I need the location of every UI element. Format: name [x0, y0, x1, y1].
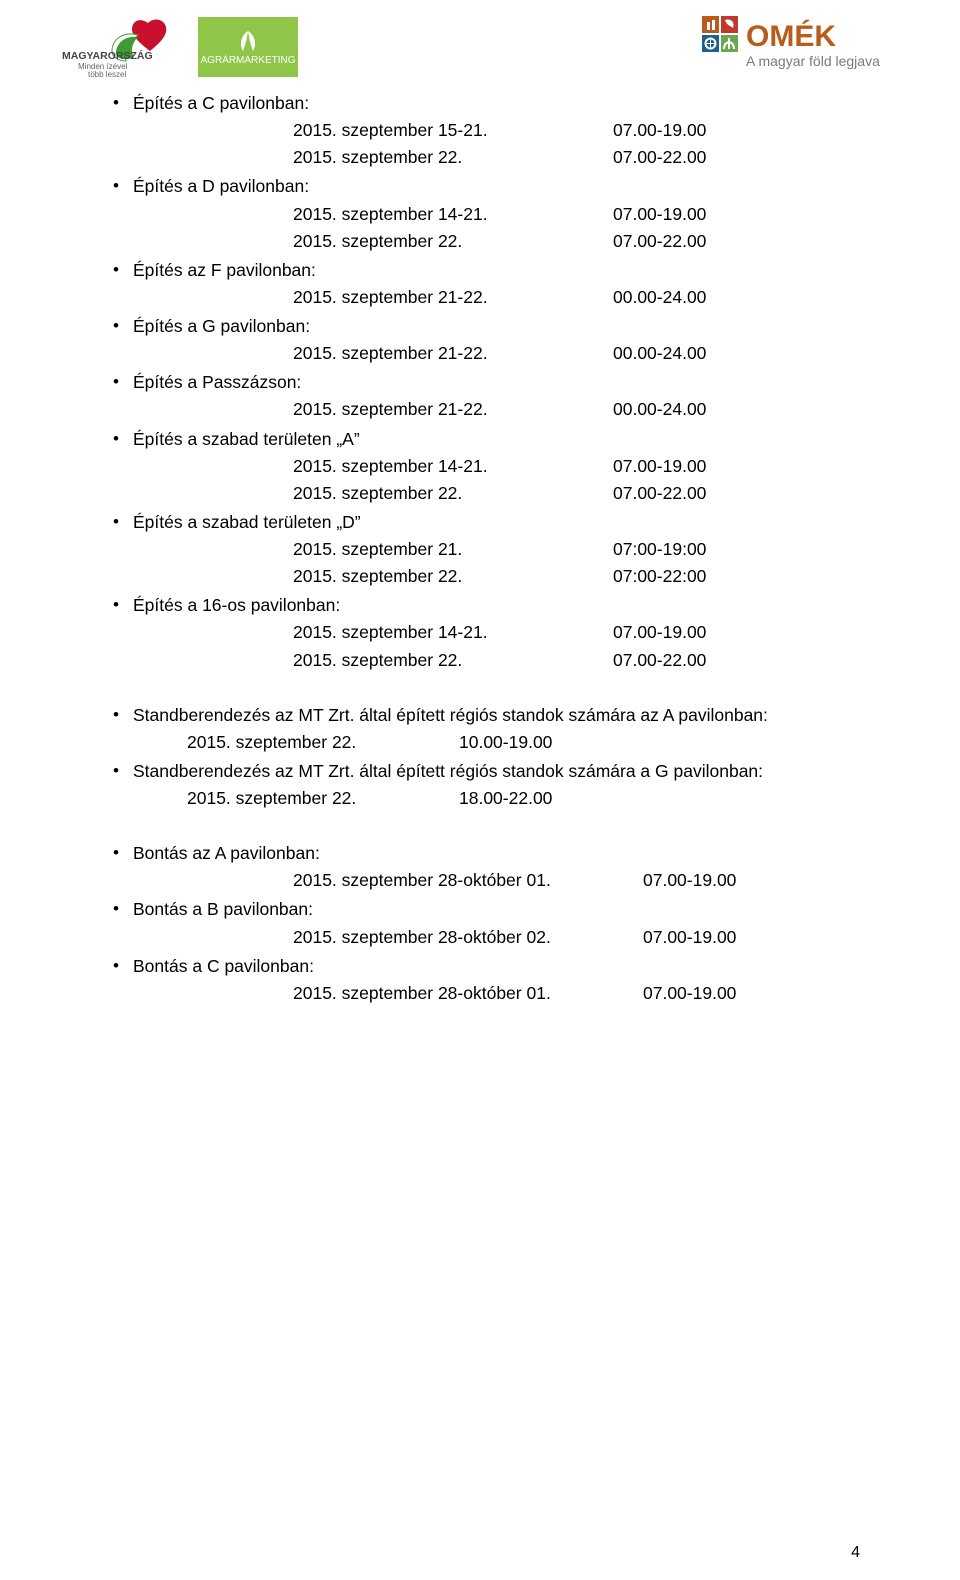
- schedule-date: 2015. szeptember 14-21.: [293, 453, 613, 480]
- schedule-date: 2015. szeptember 28-október 01.: [293, 867, 643, 894]
- schedule-row: 2015. szeptember 22.07:00-22:00: [133, 563, 860, 590]
- schedule-row: 2015. szeptember 22.10.00-19.00: [133, 729, 860, 756]
- schedule-date: 2015. szeptember 22.: [293, 563, 613, 590]
- schedule-row: 2015. szeptember 22.07.00-22.00: [133, 480, 860, 507]
- list-item: Építés a Passzázson:2015. szeptember 21-…: [105, 369, 860, 423]
- item-label: Építés a D pavilonban:: [133, 173, 860, 200]
- schedule-time: 00.00-24.00: [613, 396, 706, 423]
- schedule-time: 07:00-19:00: [613, 536, 706, 563]
- hu-text-bot: több leszel: [88, 70, 126, 77]
- list-item: Építés a szabad területen „D”2015. szept…: [105, 509, 860, 590]
- item-label: Építés az F pavilonban:: [133, 257, 860, 284]
- omek-name: OMÉK: [746, 19, 836, 53]
- schedule-time: 07.00-19.00: [613, 619, 706, 646]
- item-label: Építés a szabad területen „A”: [133, 426, 860, 453]
- list-item: Bontás az A pavilonban:2015. szeptember …: [105, 840, 860, 894]
- schedule-row: 2015. szeptember 14-21.07.00-19.00: [133, 453, 860, 480]
- schedule-date: 2015. szeptember 22.: [293, 144, 613, 171]
- item-label: Építés a 16-os pavilonban:: [133, 592, 860, 619]
- schedule-row: 2015. szeptember 21-22.00.00-24.00: [133, 340, 860, 367]
- schedule-time: 07.00-19.00: [613, 453, 706, 480]
- hungary-logo: MAGYARORSZÁG Minden ízével több leszel: [60, 17, 190, 77]
- schedule-date: 2015. szeptember 21-22.: [293, 396, 613, 423]
- list-item: Építés a G pavilonban:2015. szeptember 2…: [105, 313, 860, 367]
- list-item: Standberendezés az MT Zrt. által épített…: [105, 702, 860, 756]
- hu-text-top: MAGYARORSZÁG: [62, 49, 153, 62]
- schedule-row: 2015. szeptember 21.07:00-19:00: [133, 536, 860, 563]
- item-label: Bontás a B pavilonban:: [133, 896, 860, 923]
- schedule-date: 2015. szeptember 21-22.: [293, 340, 613, 367]
- schedule-time: 07:00-22:00: [613, 563, 706, 590]
- schedule-time: 00.00-24.00: [613, 284, 706, 311]
- schedule-date: 2015. szeptember 14-21.: [293, 201, 613, 228]
- list-item: Bontás a B pavilonban:2015. szeptember 2…: [105, 896, 860, 950]
- item-label: Standberendezés az MT Zrt. által épített…: [133, 758, 860, 785]
- schedule-date: 2015. szeptember 28-október 01.: [293, 980, 643, 1007]
- schedule-time: 07.00-19.00: [643, 867, 736, 894]
- schedule-time: 18.00-22.00: [459, 785, 552, 812]
- schedule-date: 2015. szeptember 21-22.: [293, 284, 613, 311]
- omek-logo: OMÉK A magyar föld legjava: [700, 12, 900, 82]
- schedule-list: Építés a C pavilonban:2015. szeptember 1…: [105, 90, 860, 674]
- schedule-date: 2015. szeptember 22.: [187, 785, 459, 812]
- schedule-time: 10.00-19.00: [459, 729, 552, 756]
- schedule-row: 2015. szeptember 15-21.07.00-19.00: [133, 117, 860, 144]
- omek-tagline: A magyar föld legjava: [746, 53, 880, 69]
- item-label: Építés a szabad területen „D”: [133, 509, 860, 536]
- agrarmarketing-logo: AGRÁRMARKETING: [198, 17, 298, 77]
- schedule-time: 07.00-22.00: [613, 480, 706, 507]
- schedule-date: 2015. szeptember 22.: [293, 480, 613, 507]
- stand-list: Standberendezés az MT Zrt. által épített…: [105, 702, 860, 813]
- item-label: Építés a C pavilonban:: [133, 90, 860, 117]
- schedule-row: 2015. szeptember 22.18.00-22.00: [133, 785, 860, 812]
- schedule-row: 2015. szeptember 28-október 01.07.00-19.…: [133, 867, 860, 894]
- agrar-label: AGRÁRMARKETING: [201, 55, 296, 66]
- schedule-time: 07.00-19.00: [613, 117, 706, 144]
- bontas-list: Bontás az A pavilonban:2015. szeptember …: [105, 840, 860, 1007]
- schedule-time: 07.00-19.00: [643, 980, 736, 1007]
- schedule-date: 2015. szeptember 22.: [187, 729, 459, 756]
- omek-logo-svg: OMÉK A magyar föld legjava: [700, 12, 900, 82]
- schedule-row: 2015. szeptember 21-22.00.00-24.00: [133, 396, 860, 423]
- list-item: Építés a D pavilonban:2015. szeptember 1…: [105, 173, 860, 254]
- schedule-time: 07.00-22.00: [613, 228, 706, 255]
- leaf-icon: [235, 29, 261, 55]
- schedule-row: 2015. szeptember 22.07.00-22.00: [133, 647, 860, 674]
- page-header: MAGYARORSZÁG Minden ízével több leszel A…: [0, 0, 960, 90]
- schedule-date: 2015. szeptember 14-21.: [293, 619, 613, 646]
- list-item: Bontás a C pavilonban:2015. szeptember 2…: [105, 953, 860, 1007]
- item-label: Standberendezés az MT Zrt. által épített…: [133, 702, 860, 729]
- page-number: 4: [851, 1544, 860, 1562]
- schedule-time: 07.00-19.00: [643, 924, 736, 951]
- content-area: Építés a C pavilonban:2015. szeptember 1…: [0, 90, 960, 1007]
- schedule-time: 07.00-19.00: [613, 201, 706, 228]
- schedule-row: 2015. szeptember 22.07.00-22.00: [133, 144, 860, 171]
- schedule-date: 2015. szeptember 22.: [293, 647, 613, 674]
- list-item: Standberendezés az MT Zrt. által épített…: [105, 758, 860, 812]
- schedule-date: 2015. szeptember 22.: [293, 228, 613, 255]
- list-item: Építés az F pavilonban:2015. szeptember …: [105, 257, 860, 311]
- item-label: Bontás az A pavilonban:: [133, 840, 860, 867]
- list-item: Építés a C pavilonban:2015. szeptember 1…: [105, 90, 860, 171]
- schedule-date: 2015. szeptember 15-21.: [293, 117, 613, 144]
- schedule-row: 2015. szeptember 28-október 02.07.00-19.…: [133, 924, 860, 951]
- list-item: Építés a szabad területen „A”2015. szept…: [105, 426, 860, 507]
- schedule-row: 2015. szeptember 22.07.00-22.00: [133, 228, 860, 255]
- schedule-date: 2015. szeptember 28-október 02.: [293, 924, 643, 951]
- schedule-date: 2015. szeptember 21.: [293, 536, 613, 563]
- logo-left-group: MAGYARORSZÁG Minden ízével több leszel A…: [60, 17, 298, 77]
- schedule-row: 2015. szeptember 14-21.07.00-19.00: [133, 201, 860, 228]
- schedule-row: 2015. szeptember 14-21.07.00-19.00: [133, 619, 860, 646]
- schedule-time: 00.00-24.00: [613, 340, 706, 367]
- schedule-time: 07.00-22.00: [613, 647, 706, 674]
- schedule-row: 2015. szeptember 21-22.00.00-24.00: [133, 284, 860, 311]
- item-label: Építés a Passzázson:: [133, 369, 860, 396]
- hungary-heart-icon: MAGYARORSZÁG Minden ízével több leszel: [60, 17, 190, 77]
- schedule-time: 07.00-22.00: [613, 144, 706, 171]
- list-item: Építés a 16-os pavilonban:2015. szeptemb…: [105, 592, 860, 673]
- item-label: Építés a G pavilonban:: [133, 313, 860, 340]
- schedule-row: 2015. szeptember 28-október 01.07.00-19.…: [133, 980, 860, 1007]
- item-label: Bontás a C pavilonban:: [133, 953, 860, 980]
